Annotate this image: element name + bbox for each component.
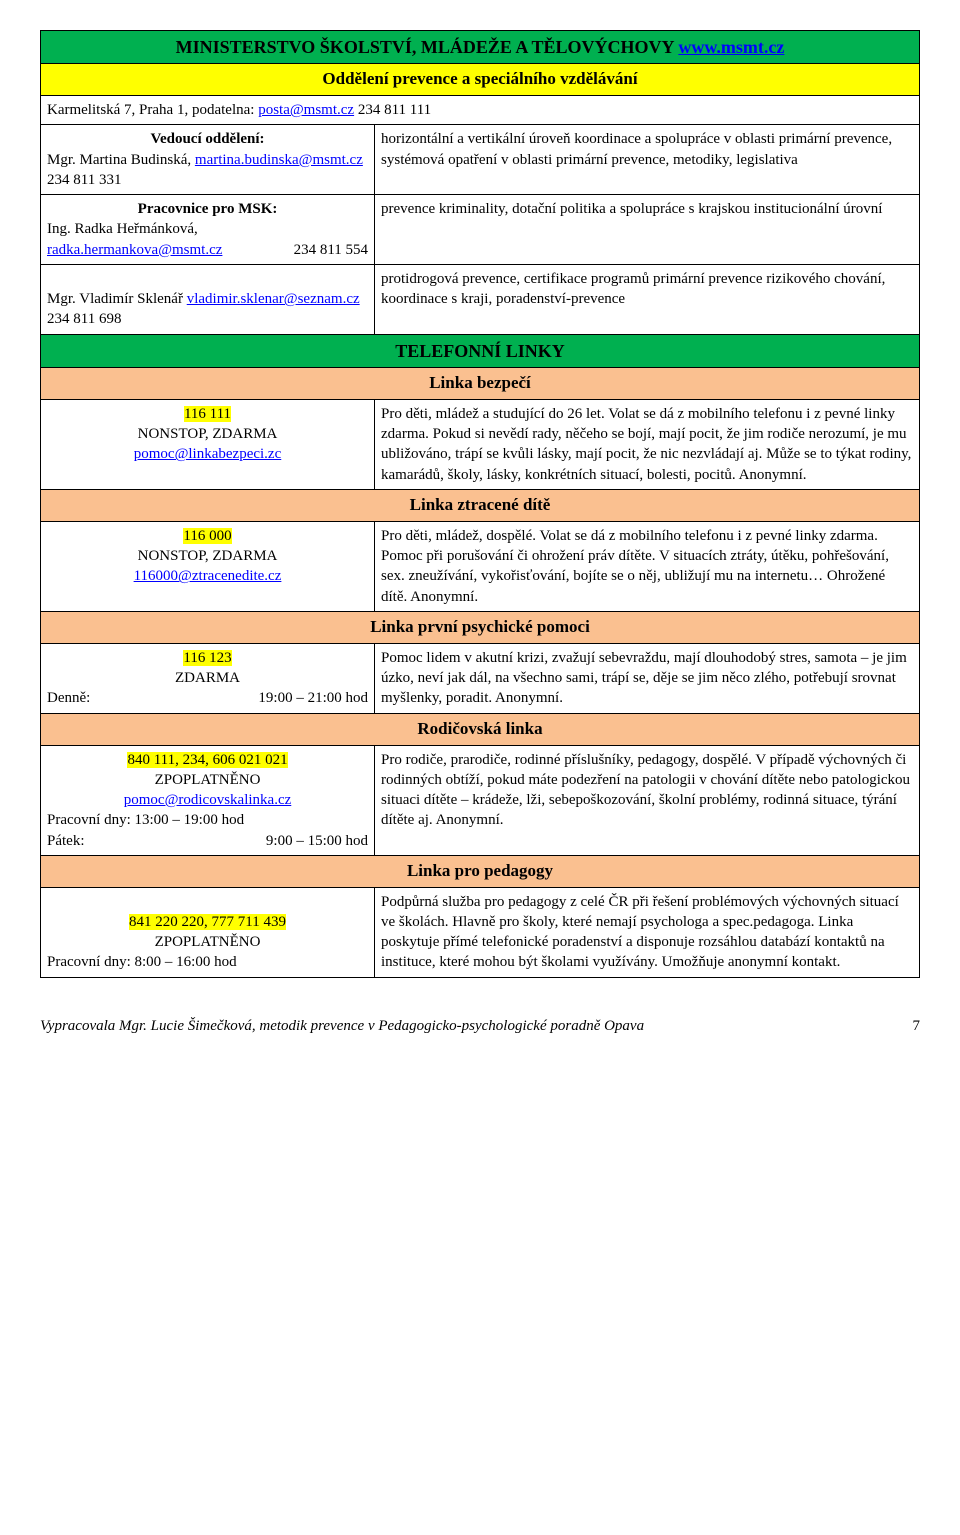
linka-ztracene-left: 116 000 NONSTOP, ZDARMA 116000@ztracened… [41,521,375,611]
footer-author: Vypracovala Mgr. Lucie Šimečková, metodi… [40,1018,644,1035]
rodicovska-hours-2a: Pátek: [47,831,85,851]
contact-3-email[interactable]: vladimir.sklenar@seznam.cz [187,291,360,307]
rodicovska-email[interactable]: pomoc@rodicovskalinka.cz [124,792,292,808]
page-footer: Vypracovala Mgr. Lucie Šimečková, metodi… [40,1018,920,1035]
contact-2-email[interactable]: radka.hermankova@msmt.cz [47,242,222,258]
linka-bezpeci-number: 116 111 [184,406,231,422]
pedagogy-hours: Pracovní dny: 8:00 – 16:00 hod [47,952,368,972]
contact-1-phone: 234 811 331 [47,172,121,188]
linka-ztracene-header: Linka ztracené dítě [41,489,920,521]
linka-psych-desc: Pomoc lidem v akutní krizi, zvažují sebe… [375,643,920,713]
linka-ztracene-number: 116 000 [183,528,231,544]
rodicovska-hours-1: Pracovní dny: 13:00 – 19:00 hod [47,810,368,830]
contact-1-left: Vedoucí oddělení: Mgr. Martina Budinská,… [41,125,375,195]
linka-bezpeci-note: NONSTOP, ZDARMA [138,426,278,442]
rodicovska-note: ZPOPLATNĚNO [155,772,261,788]
rodicovska-hours-2b: 9:00 – 15:00 hod [266,831,368,851]
linka-psych-left: 116 123 ZDARMA Denně: 19:00 – 21:00 hod [41,643,375,713]
pedagogy-desc: Podpůrná služba pro pedagogy z celé ČR p… [375,887,920,977]
contact-3-left: Mgr. Vladimír Sklenář vladimir.sklenar@s… [41,264,375,334]
linka-psych-note: ZDARMA [175,670,240,686]
pedagogy-left: 841 220 220, 777 711 439 ZPOPLATNĚNO Pra… [41,887,375,977]
linka-psych-number: 116 123 [183,650,231,666]
contact-3-right: protidrogová prevence, certifikace progr… [375,264,920,334]
address-text: Karmelitská 7, Praha 1, podatelna: [47,102,258,118]
contact-3-name: Mgr. Vladimír Sklenář [47,291,187,307]
pedagogy-note: ZPOPLATNĚNO [155,934,261,950]
ministry-link[interactable]: www.msmt.cz [678,37,784,57]
linka-bezpeci-header: Linka bezpečí [41,368,920,400]
linka-psych-hours-label: Denně: [47,688,90,708]
contact-1-role: Vedoucí oddělení: [150,131,264,147]
contact-2-phone: 234 811 554 [294,240,368,260]
footer-page-number: 7 [913,1018,921,1035]
linka-psych-hours: 19:00 – 21:00 hod [258,688,368,708]
contact-2-role: Pracovnice pro MSK: [138,201,278,217]
rodicovska-desc: Pro rodiče, prarodiče, rodinné příslušní… [375,745,920,855]
linka-ztracene-email[interactable]: 116000@ztracenedite.cz [134,568,282,584]
contact-2-name: Ing. Radka Heřmánková, [47,221,198,237]
linka-bezpeci-email[interactable]: pomoc@linkabezpeci.zc [134,446,282,462]
ministry-header: MINISTERSTVO ŠKOLSTVÍ, MLÁDEŽE A TĚLOVÝC… [41,31,920,64]
linka-ztracene-desc: Pro děti, mládež, dospělé. Volat se dá z… [375,521,920,611]
contact-2-left: Pracovnice pro MSK: Ing. Radka Heřmánkov… [41,195,375,265]
department-header: Oddělení prevence a speciálního vzdělává… [41,64,920,96]
contact-1-name: Mgr. Martina Budinská, [47,152,195,168]
phone-lines-header: TELEFONNÍ LINKY [41,334,920,367]
linka-bezpeci-desc: Pro děti, mládež a studující do 26 let. … [375,399,920,489]
podatelna-phone: 234 811 111 [358,102,431,118]
contact-1-right: horizontální a vertikální úroveň koordin… [375,125,920,195]
rodicovska-number: 840 111, 234, 606 021 021 [127,752,287,768]
pedagogy-header: Linka pro pedagogy [41,855,920,887]
contact-1-email[interactable]: martina.budinska@msmt.cz [195,152,363,168]
linka-psych-header: Linka první psychické pomoci [41,611,920,643]
pedagogy-number: 841 220 220, 777 711 439 [129,914,286,930]
rodicovska-left: 840 111, 234, 606 021 021 ZPOPLATNĚNO po… [41,745,375,855]
address-row: Karmelitská 7, Praha 1, podatelna: posta… [41,96,920,125]
linka-ztracene-note: NONSTOP, ZDARMA [138,548,278,564]
ministry-title: MINISTERSTVO ŠKOLSTVÍ, MLÁDEŽE A TĚLOVÝC… [176,37,679,57]
rodicovska-header: Rodičovská linka [41,713,920,745]
contacts-table: MINISTERSTVO ŠKOLSTVÍ, MLÁDEŽE A TĚLOVÝC… [40,30,920,978]
contact-3-phone: 234 811 698 [47,311,121,327]
linka-bezpeci-left: 116 111 NONSTOP, ZDARMA pomoc@linkabezpe… [41,399,375,489]
podatelna-email[interactable]: posta@msmt.cz [258,102,354,118]
contact-2-right: prevence kriminality, dotační politika a… [375,195,920,265]
